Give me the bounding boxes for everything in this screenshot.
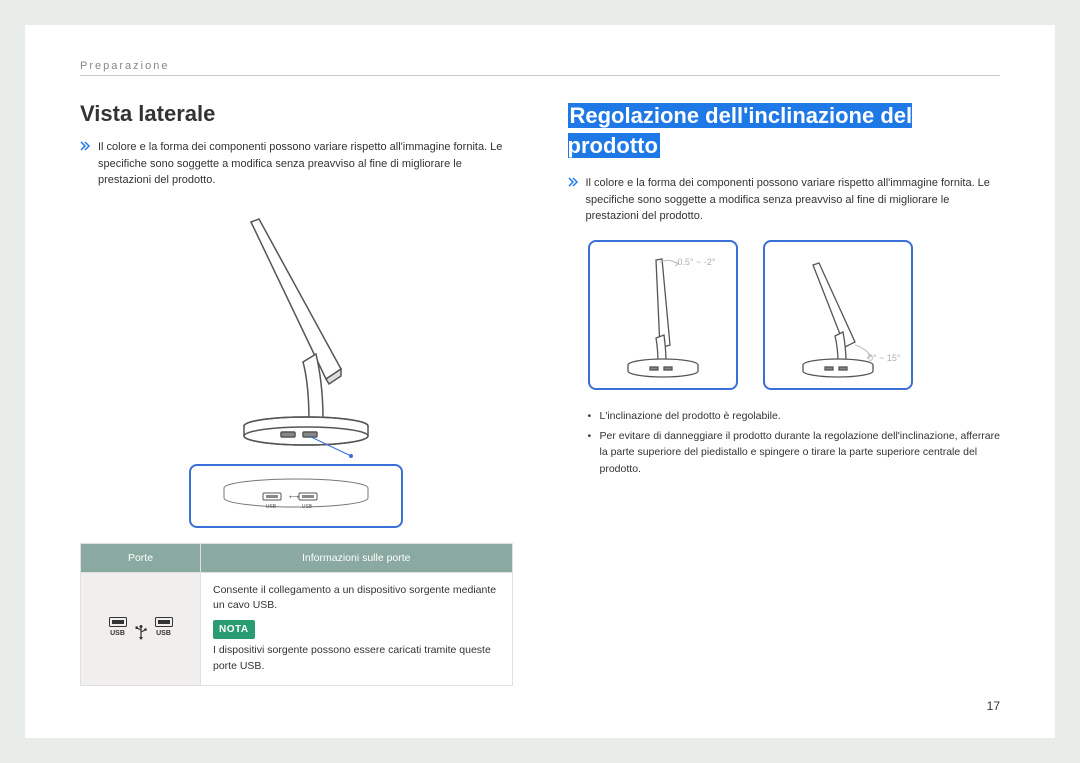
svg-text:USB: USB xyxy=(302,504,313,510)
two-column-layout: Vista laterale Il colore e la forma dei … xyxy=(80,101,1000,686)
tilt-angle-fwd-label: 0° ~ 15° xyxy=(868,353,900,363)
table-row: USB xyxy=(81,572,513,685)
table-header-port: Porte xyxy=(81,543,201,572)
section-heading-tilt: Regolazione dell'inclinazione del prodot… xyxy=(568,101,1001,160)
tilt-back-figure: 0.5° ~ -2° xyxy=(588,240,738,390)
left-column: Vista laterale Il colore e la forma dei … xyxy=(80,101,513,686)
list-item: Per evitare di danneggiare il prodotto d… xyxy=(588,428,1001,478)
note-arrow-icon xyxy=(568,175,578,225)
tilt-forward-figure: 0° ~ 15° xyxy=(763,240,913,390)
figure-side-view: ⟷ USB USB xyxy=(80,204,513,528)
note-text: Il colore e la forma dei componenti poss… xyxy=(98,139,513,189)
port-info-cell: Consente il collegamento a un dispositiv… xyxy=(201,572,513,685)
ports-detail-callout: ⟷ USB USB xyxy=(189,464,403,528)
tilt-bullet-list: L'inclinazione del prodotto è regolabile… xyxy=(568,408,1001,478)
port-icon-cell: USB xyxy=(81,572,201,685)
section-heading-side-view: Vista laterale xyxy=(80,101,513,127)
tilt-figures-row: 0.5° ~ -2° xyxy=(588,240,1001,390)
port-desc-2: I dispositivi sorgente possono essere ca… xyxy=(213,643,500,675)
document-page: Preparazione Vista laterale Il colore e … xyxy=(25,25,1055,738)
port-desc-1: Consente il collegamento a un dispositiv… xyxy=(213,583,500,615)
note-arrow-icon xyxy=(80,139,90,189)
svg-text:USB: USB xyxy=(266,504,277,510)
table-header-info: Informazioni sulle porte xyxy=(201,543,513,572)
nota-badge: NOTA xyxy=(213,620,255,639)
svg-text:⟷: ⟷ xyxy=(289,494,299,501)
usb-port-icon: USB xyxy=(155,617,173,640)
list-item: L'inclinazione del prodotto è regolabile… xyxy=(588,408,1001,425)
note-block: Il colore e la forma dei componenti poss… xyxy=(568,175,1001,225)
ports-detail-illustration: ⟷ USB USB xyxy=(221,476,371,511)
tilt-angle-back-label: 0.5° ~ -2° xyxy=(678,257,716,267)
right-column: Regolazione dell'inclinazione del prodot… xyxy=(568,101,1001,686)
monitor-side-illustration xyxy=(181,204,411,464)
divider xyxy=(80,75,1000,76)
ports-table: Porte Informazioni sulle porte USB xyxy=(80,543,513,686)
usb-port-icon: USB xyxy=(109,617,127,640)
page-number: 17 xyxy=(987,699,1000,713)
breadcrumb: Preparazione xyxy=(80,60,1000,72)
usb-symbol-icon xyxy=(135,624,147,640)
note-block: Il colore e la forma dei componenti poss… xyxy=(80,139,513,189)
note-text: Il colore e la forma dei componenti poss… xyxy=(586,175,1001,225)
